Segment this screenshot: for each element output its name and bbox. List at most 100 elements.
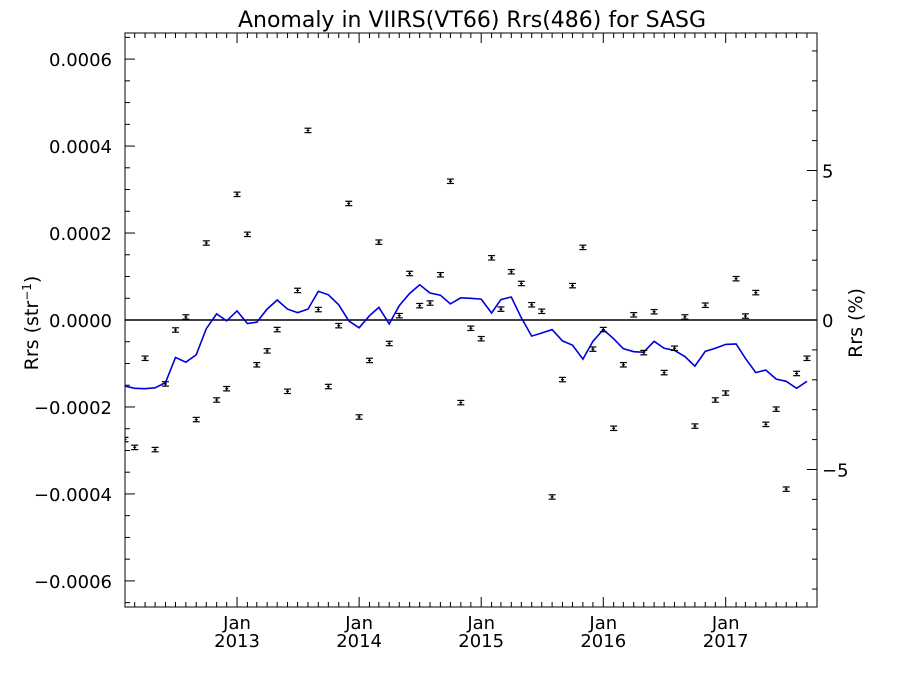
data-point — [517, 280, 525, 287]
x-tick-month-label: Jan — [222, 613, 251, 634]
right-tick-label: −5 — [822, 460, 849, 481]
data-point — [233, 191, 241, 198]
left-tick-label: 0.0000 — [49, 311, 112, 332]
x-tick-month-label: Jan — [711, 613, 740, 634]
monthly-points-series — [125, 127, 811, 500]
data-point — [172, 327, 180, 333]
data-point — [192, 416, 200, 423]
data-point — [125, 436, 129, 443]
data-point — [610, 425, 618, 432]
data-point — [223, 385, 231, 392]
data-point — [548, 494, 556, 500]
data-point — [355, 414, 363, 420]
data-point — [202, 240, 210, 246]
smoothed-line — [125, 283, 808, 390]
data-point — [416, 302, 424, 309]
data-point — [365, 357, 373, 364]
right-tick-label: 5 — [822, 162, 833, 183]
data-point — [324, 383, 332, 390]
data-point — [273, 326, 281, 333]
left-y-axis: −0.0006 −0.0004 −0.0002 0.0000 0.0002 0.0004 0… — [34, 36, 135, 604]
data-point — [671, 345, 679, 352]
left-y-label-tail: ) — [21, 276, 43, 283]
data-point — [589, 346, 597, 352]
right-y-axis: −5 0 5 — [807, 50, 849, 590]
data-point — [426, 300, 434, 306]
left-y-axis-label: Rrs (str−1) — [20, 276, 43, 371]
data-point — [681, 314, 689, 320]
data-point — [395, 312, 403, 319]
data-point — [507, 268, 515, 275]
data-point — [497, 306, 505, 312]
data-point — [436, 271, 444, 278]
data-point — [304, 127, 312, 134]
x-tick-month-label: Jan — [344, 613, 373, 634]
left-tick-label: 0.0004 — [49, 137, 112, 158]
data-point — [762, 421, 770, 428]
left-tick-label: −0.0004 — [34, 485, 112, 506]
left-tick-label: −0.0002 — [34, 398, 112, 419]
data-point — [732, 275, 740, 282]
x-tick-year-label: 2017 — [703, 631, 749, 652]
right-tick-label: 0 — [822, 311, 833, 332]
data-point — [793, 370, 801, 377]
left-tick-label: −0.0006 — [34, 572, 112, 593]
data-point — [711, 397, 719, 403]
data-point — [345, 200, 353, 207]
data-point — [579, 244, 587, 251]
data-point — [141, 355, 149, 362]
data-point — [131, 444, 139, 451]
data-point — [314, 306, 322, 313]
data-point — [752, 289, 760, 296]
x-tick-year-label: 2014 — [336, 631, 382, 652]
left-tick-label: 0.0002 — [49, 224, 112, 245]
data-point — [772, 406, 780, 412]
x-tick-month-label: Jan — [466, 613, 495, 634]
data-point — [243, 231, 251, 238]
x-tick-month-label: Jan — [588, 613, 617, 634]
data-point — [375, 239, 383, 245]
data-point — [294, 287, 302, 294]
data-point — [151, 446, 159, 453]
data-point — [406, 270, 414, 277]
data-point — [630, 311, 638, 318]
chart-title: Anomaly in VIIRS(VT66) Rrs(486) for SASG — [238, 8, 706, 33]
data-point — [538, 308, 546, 315]
x-tick-year-label: 2016 — [580, 631, 626, 652]
data-point — [182, 314, 190, 320]
data-point — [640, 349, 648, 356]
data-point — [803, 355, 811, 362]
data-point — [619, 361, 627, 368]
data-point — [488, 255, 496, 261]
smoothed-line-series — [125, 283, 808, 390]
data-point — [385, 340, 393, 347]
data-point — [650, 308, 658, 315]
data-point — [467, 325, 475, 332]
x-tick-year-label: 2013 — [214, 631, 260, 652]
data-point — [599, 326, 607, 333]
right-y-axis-label: Rrs (%) — [845, 288, 867, 358]
left-y-label-base: Rrs (str — [21, 301, 43, 371]
left-y-label-superscript: −1 — [20, 283, 34, 301]
data-point — [477, 335, 485, 342]
data-point — [446, 178, 454, 185]
data-point — [782, 486, 790, 492]
data-point — [741, 313, 749, 319]
left-tick-label: 0.0006 — [49, 50, 112, 71]
data-point — [660, 369, 668, 376]
data-point — [701, 302, 709, 309]
data-point — [457, 399, 465, 406]
data-point — [722, 390, 730, 396]
data-point — [253, 361, 261, 368]
data-point — [528, 301, 536, 308]
data-point — [284, 388, 292, 395]
x-tick-year-label: 2015 — [458, 631, 504, 652]
data-point — [161, 381, 169, 387]
data-point — [335, 322, 343, 329]
data-point — [263, 348, 271, 354]
data-point — [569, 282, 577, 289]
data-point — [691, 423, 699, 429]
data-point — [558, 376, 566, 383]
